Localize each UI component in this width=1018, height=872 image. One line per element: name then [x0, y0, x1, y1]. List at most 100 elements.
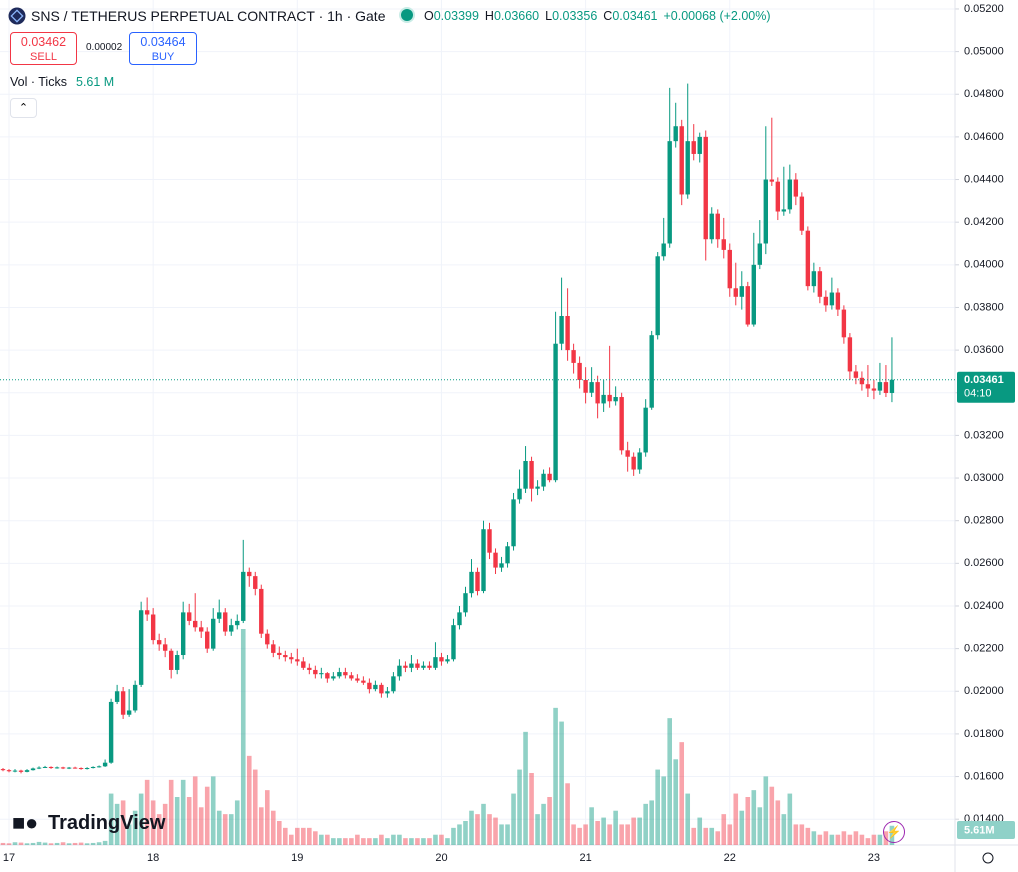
volume-bar	[775, 800, 781, 845]
lightning-button[interactable]: ⚡	[883, 821, 905, 843]
volume-bar	[661, 776, 666, 845]
candle-body	[247, 571, 252, 577]
last-price-label: 0.03461	[964, 374, 1004, 386]
volume-bar	[463, 821, 468, 845]
volume-bar	[595, 821, 600, 845]
volume-bar	[168, 779, 174, 845]
volume-bar	[319, 834, 324, 845]
volume-bar	[84, 843, 90, 845]
collapse-button[interactable]: ⌃	[10, 98, 37, 118]
volume-bar	[631, 817, 636, 845]
volume-bar	[805, 827, 811, 845]
candle-body	[739, 286, 744, 297]
candle-body	[180, 612, 186, 656]
volume-bar	[391, 834, 396, 845]
volume-bar	[613, 810, 618, 845]
ohlc-item: 0.03660	[493, 9, 540, 23]
y-tick-label: 0.02200	[964, 643, 1004, 655]
volume-bar	[565, 783, 570, 845]
volume-bar	[547, 797, 552, 845]
candle-body	[313, 669, 318, 675]
candle-body	[847, 337, 853, 372]
watermark: TradingView	[48, 812, 166, 834]
candle-body	[132, 684, 138, 711]
volume-bar	[733, 793, 739, 845]
volume-bar	[847, 834, 853, 845]
candle-body	[451, 625, 456, 660]
volume-bar	[397, 834, 402, 845]
volume-bar	[379, 834, 384, 845]
candle-body	[241, 571, 246, 621]
candle-body	[211, 618, 216, 649]
candle-body	[409, 663, 414, 668]
volume-bar	[114, 803, 120, 845]
candle-body	[589, 382, 594, 393]
candle-body	[379, 684, 384, 694]
volume-bar	[228, 814, 234, 845]
volume-bar	[817, 834, 823, 845]
volume-bar	[132, 810, 138, 845]
ohlc-item: 0.03399	[433, 9, 479, 23]
candle-body	[114, 691, 120, 702]
candle-body	[301, 661, 306, 668]
candle-body	[637, 452, 642, 470]
candle-body	[649, 335, 654, 408]
candle-body	[691, 141, 696, 154]
candle-body	[655, 256, 660, 336]
candle-body	[475, 571, 480, 592]
candle-body	[36, 767, 42, 769]
candle-body	[481, 529, 486, 592]
candle-body	[769, 179, 775, 182]
candle-body	[805, 230, 811, 287]
candle-body	[427, 665, 432, 668]
volume-bar	[655, 769, 660, 845]
x-tick-label: 19	[291, 852, 303, 864]
candle-body	[397, 665, 402, 677]
y-tick-label: 0.03800	[964, 301, 1004, 313]
candle-body	[120, 691, 126, 715]
candle-body	[24, 770, 30, 772]
candle-body	[42, 766, 48, 768]
volume-bar	[541, 803, 546, 845]
candle-body	[48, 766, 54, 769]
settings-icon	[982, 852, 994, 864]
candle-body	[54, 767, 60, 769]
volume-bar	[289, 834, 294, 845]
x-tick-label: 18	[147, 852, 159, 864]
candle-body	[493, 552, 498, 568]
x-tick-label: 20	[435, 852, 447, 864]
volume-bar	[174, 797, 180, 845]
candle-body	[643, 407, 648, 453]
y-tick-label: 0.03200	[964, 429, 1004, 441]
candle-body	[367, 682, 372, 690]
candle-body	[577, 362, 582, 380]
volume-bar	[210, 776, 216, 845]
candle-body	[259, 588, 264, 634]
candle-body	[217, 612, 222, 619]
candle-body	[619, 397, 624, 451]
volume-bar	[264, 790, 270, 845]
volume-bar	[240, 629, 246, 845]
volume-bar	[421, 838, 426, 845]
candle-body	[6, 770, 12, 772]
candle-body	[235, 620, 240, 626]
candle-body	[355, 678, 360, 681]
y-tick-label: 0.04600	[964, 131, 1004, 143]
sell-button[interactable]: 0.03462 SELL	[10, 32, 77, 65]
x-tick-label: 17	[3, 852, 15, 864]
candle-body	[12, 770, 18, 772]
candle-body	[613, 397, 618, 402]
volume-bar	[835, 834, 841, 845]
volume-bar	[703, 827, 709, 845]
volume-bar	[757, 807, 763, 845]
volume-bar	[252, 769, 258, 845]
candle-body	[421, 665, 426, 668]
volume-bar	[643, 803, 648, 845]
y-tick-label: 0.04800	[964, 88, 1004, 100]
candle-body	[679, 126, 684, 195]
buy-button[interactable]: 0.03464 BUY	[129, 32, 197, 65]
candle-body	[487, 529, 492, 553]
volume-bar	[337, 838, 342, 845]
volume-bar	[415, 838, 420, 845]
volume-bar	[487, 814, 492, 845]
